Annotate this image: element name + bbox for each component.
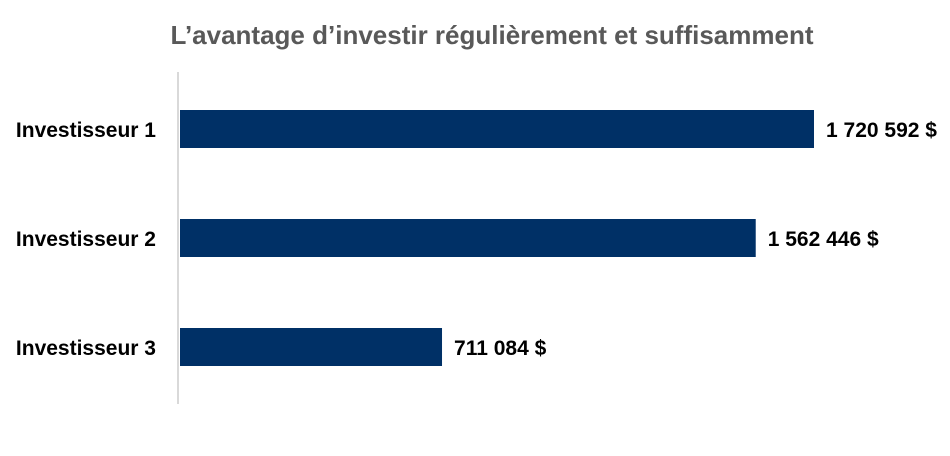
bars-group: Investisseur 1 1 720 592 $ Investisseur 2 1…: [16, 110, 937, 366]
chart-title: L’avantage d’investir régulièrement et s…: [171, 20, 814, 50]
category-label: Investisseur 1: [16, 119, 156, 142]
bar: [180, 219, 756, 257]
bar: [180, 110, 814, 148]
category-label: Investisseur 3: [16, 337, 156, 360]
category-label: Investisseur 2: [16, 228, 156, 251]
data-label: 1 720 592 $: [826, 119, 937, 142]
data-label: 711 084 $: [454, 337, 547, 360]
bar: [180, 328, 443, 366]
data-label: 1 562 446 $: [768, 228, 879, 251]
